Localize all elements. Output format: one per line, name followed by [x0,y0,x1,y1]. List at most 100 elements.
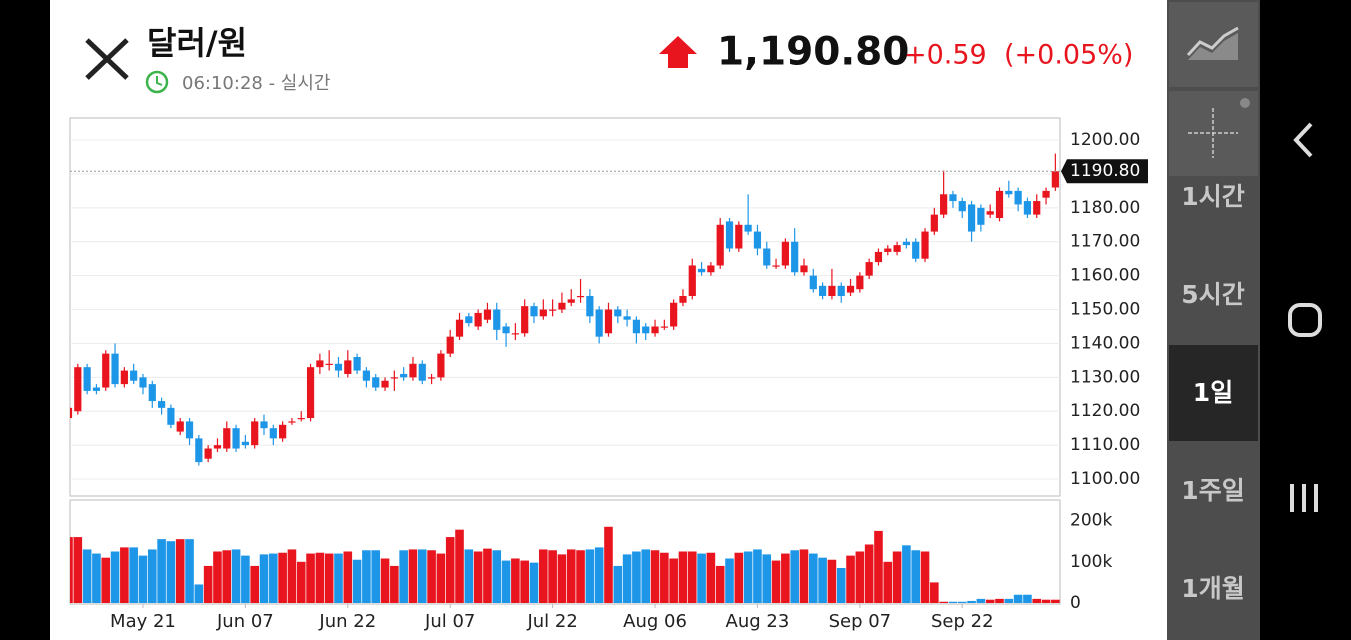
y-tick-label: 1100.00 [1070,469,1140,489]
candle-body [455,319,464,337]
volume-bar [734,552,744,603]
candle-body [306,367,315,419]
volume-bar [147,549,157,603]
period-button[interactable]: 1시간 [1181,182,1244,211]
volume-bar [920,551,930,603]
candle-body [381,380,389,388]
candle-body [92,387,101,391]
candle-body [670,302,678,327]
y-tick-label: 1180.00 [1070,198,1140,218]
volume-bar [101,557,111,603]
volume-bar [809,553,818,603]
volume-bar [632,551,641,603]
candle-body [865,262,873,276]
volume-bar [166,541,176,603]
volume-bar [231,549,241,603]
volume-bar [948,601,958,603]
volume-bar [715,565,725,603]
candle-body [567,299,575,303]
candle-body [623,316,631,320]
volume-bar [380,558,390,603]
candle-body [83,367,91,391]
candle-body [195,438,203,463]
volume-bar [660,552,669,603]
close-button[interactable] [85,38,129,80]
candle-body [846,285,855,293]
candle-body [167,407,175,425]
candle-body [949,194,957,202]
candle-body [604,309,613,334]
volume-bar [892,551,902,603]
volume-bar [138,555,148,603]
candle-body [902,241,910,246]
x-tick-label: May 21 [110,611,176,632]
period-button[interactable]: 1주일 [1181,476,1244,505]
volume-bar [483,548,492,603]
candle-body [297,418,305,420]
candle-body [707,265,715,273]
volume-bar [985,599,995,603]
y-tick-label: 1120.00 [1070,401,1140,421]
volume-bar [799,549,809,603]
candle-body [502,326,510,334]
volume-bar [576,550,585,603]
period-button[interactable]: 5시간 [1181,280,1244,309]
volume-bar [306,553,315,603]
volume-plot [70,526,1060,603]
volume-bar [408,549,418,603]
volume-bar [557,554,567,603]
y-tick-label: 1200.00 [1070,130,1140,150]
axes: 1100.00 1110.00 1120.00 1130.00 1140.00 1150.… [110,130,1148,632]
volume-bar [883,561,893,603]
candle-body [362,370,371,381]
candle-body [232,428,240,449]
crosshair-button[interactable] [1169,91,1258,176]
y-tick-label: 1110.00 [1070,435,1140,455]
candle-body [735,224,743,249]
candle-body [651,326,659,334]
volume-bar [687,551,697,603]
y-tick-label: 1170.00 [1070,232,1140,252]
volume-bar [613,565,623,603]
y-tick-label: 1150.00 [1070,300,1140,320]
volume-bar [585,549,595,603]
volume-bar [967,600,976,603]
selected-period [1169,345,1258,441]
candle-body [251,421,259,446]
candle-body [390,377,398,379]
candle-body [1023,201,1032,215]
volume-bar [175,539,185,603]
last-price-tag [1061,159,1148,184]
x-tick-label: Jul 07 [424,611,475,632]
candle-body [279,424,287,439]
volume-bar [930,582,939,603]
x-tick-label: Jun 22 [318,611,376,632]
recent-nav[interactable] [1290,484,1318,512]
volume-bar [864,544,874,603]
candle-body [120,370,128,385]
candle-body [176,421,184,432]
volume-bar [110,551,120,603]
home-nav[interactable] [1288,303,1322,337]
candle-body [1042,190,1050,198]
x-tick-label: Aug 23 [726,611,790,632]
candle-body [716,224,724,266]
candle-body [409,363,417,378]
candle-body [809,275,817,290]
candle-body [74,367,82,412]
volume-bar [548,550,557,603]
chart-type-button[interactable] [1169,2,1258,87]
volume-bar [436,553,446,603]
candle-body [223,428,231,449]
volume-bar [706,552,716,603]
period-button[interactable]: 1일 [1193,378,1233,407]
candle-body [483,309,492,320]
up-arrow [659,36,697,68]
back-nav[interactable] [1293,122,1313,158]
period-button[interactable]: 1개월 [1181,574,1244,603]
volume-bar [753,549,762,603]
candle-body [288,421,296,423]
candle-body [744,224,752,232]
candle-body [893,245,901,252]
volume-bar [82,549,92,603]
